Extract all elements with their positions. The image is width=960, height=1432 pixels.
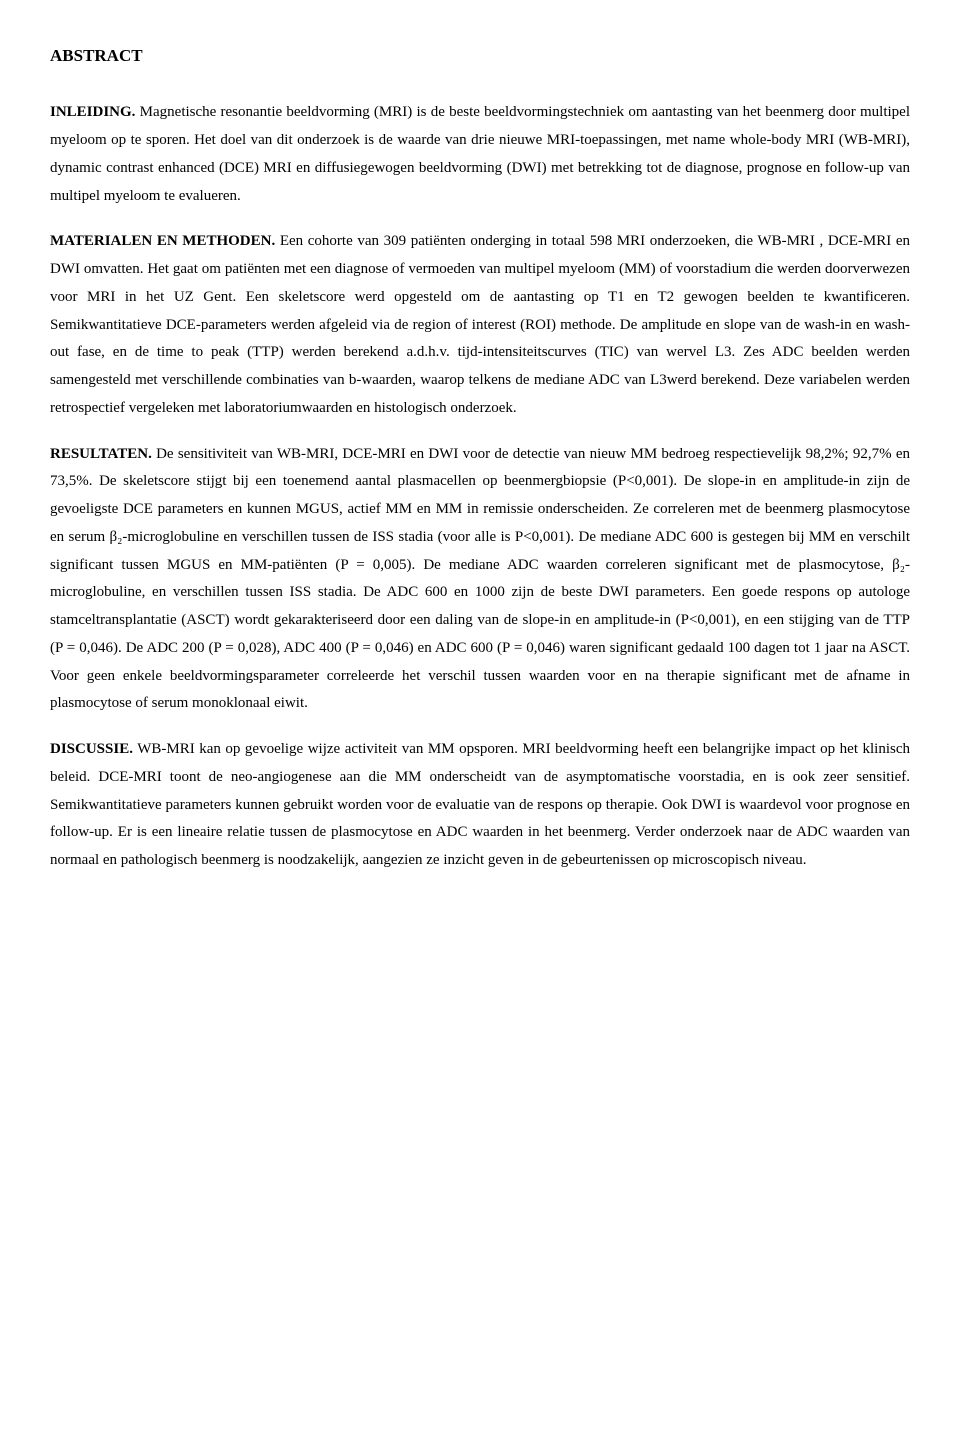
section-materialen: MATERIALEN EN METHODEN. Een cohorte van … <box>50 228 910 422</box>
section-body-resultaten: De sensitiviteit van WB-MRI, DCE-MRI en … <box>50 446 910 712</box>
section-body-discussie: WB-MRI kan op gevoelige wijze activiteit… <box>50 741 910 868</box>
section-discussie: DISCUSSIE. WB-MRI kan op gevoelige wijze… <box>50 736 910 875</box>
document-title: ABSTRACT <box>50 40 910 71</box>
section-head-inleiding: INLEIDING. <box>50 104 135 120</box>
section-head-discussie: DISCUSSIE. <box>50 741 133 757</box>
section-head-materialen: MATERIALEN EN METHODEN. <box>50 233 275 249</box>
section-body-materialen: Een cohorte van 309 patiënten onderging … <box>50 233 910 416</box>
section-inleiding: INLEIDING. Magnetische resonantie beeldv… <box>50 99 910 210</box>
section-body-inleiding: Magnetische resonantie beeldvorming (MRI… <box>50 104 910 203</box>
section-resultaten: RESULTATEN. De sensitiviteit van WB-MRI,… <box>50 441 910 719</box>
section-head-resultaten: RESULTATEN. <box>50 446 152 462</box>
